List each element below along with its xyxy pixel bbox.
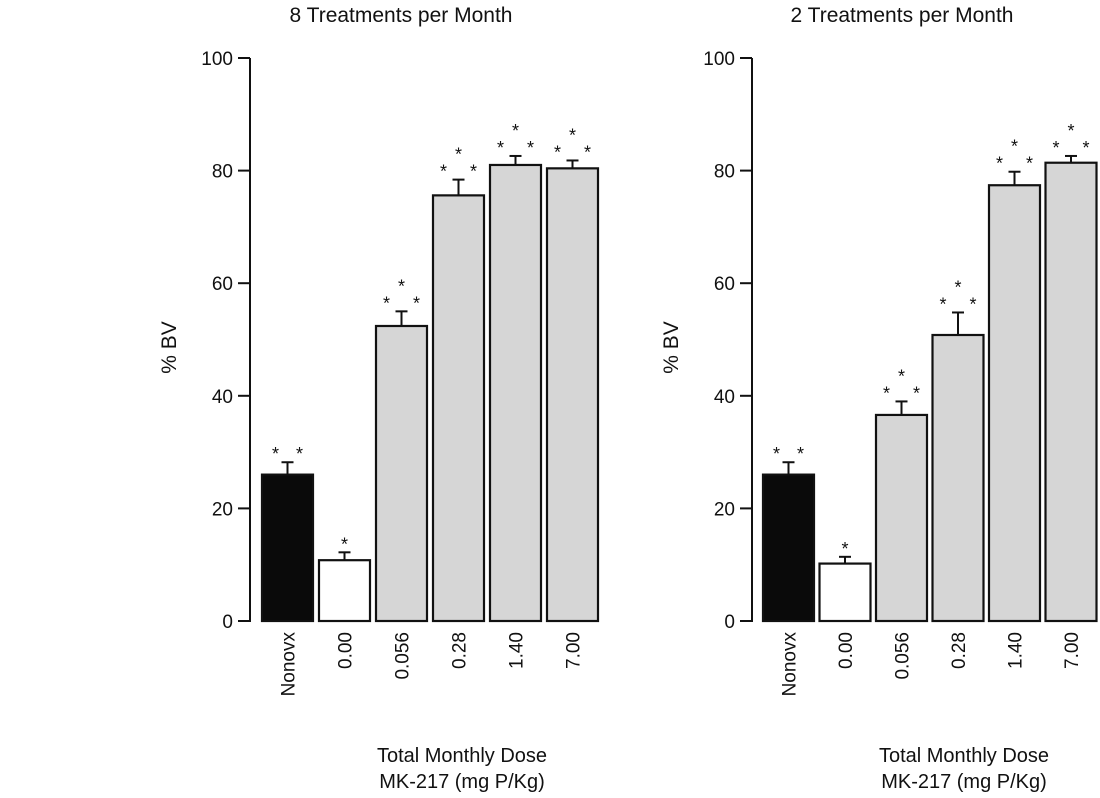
svg-text:*: * <box>584 142 591 162</box>
svg-text:*: * <box>939 294 946 314</box>
svg-text:*: * <box>913 383 920 403</box>
y-tick-label: 20 <box>714 499 735 520</box>
svg-text:*: * <box>969 294 976 314</box>
significance-marker: * <box>841 539 848 559</box>
significance-marker: * <box>341 534 348 554</box>
y-tick-label: 100 <box>201 49 233 70</box>
y-tick-label: 20 <box>212 499 233 520</box>
significance-marker: * * * <box>883 366 920 403</box>
y-tick-label: 40 <box>714 387 735 408</box>
svg-text:*: * <box>569 125 576 145</box>
x-tick-label: 0.00 <box>336 632 357 669</box>
svg-text:*: * <box>1026 154 1033 174</box>
y-tick-label: 40 <box>212 387 233 408</box>
y-tick-label: 0 <box>222 612 233 633</box>
chart-title: 2 Treatments per Month <box>791 4 1014 27</box>
svg-text:*: * <box>898 366 905 386</box>
x-tick-label: 0.00 <box>836 632 857 669</box>
y-tick-label: 0 <box>724 612 735 633</box>
x-tick-label: 0.056 <box>393 632 414 680</box>
x-tick-label: 1.40 <box>507 632 528 669</box>
svg-text:*: * <box>440 162 447 182</box>
x-tick-label: 7.00 <box>1062 632 1083 669</box>
x-tick-label: 7.00 <box>564 632 585 669</box>
significance-marker: * * * <box>440 145 477 182</box>
x-axis-label: Total Monthly Dose <box>879 745 1049 767</box>
svg-text:*: * <box>1052 138 1059 158</box>
svg-text:*: * <box>512 121 519 141</box>
y-tick-label: 60 <box>212 274 233 295</box>
svg-text:*: * <box>341 534 348 554</box>
x-tick-label: 0.28 <box>949 632 970 669</box>
bar-7.00 <box>545 167 600 623</box>
significance-marker: * * * <box>497 121 534 158</box>
bar-0.28 <box>431 194 486 623</box>
y-axis-label: % BV <box>158 321 181 374</box>
svg-text:*: * <box>497 138 504 158</box>
y-tick-label: 80 <box>212 162 233 183</box>
svg-text:*: * <box>296 444 303 464</box>
x-tick-label: 0.056 <box>893 632 914 680</box>
svg-text:*: * <box>413 293 420 313</box>
chart-title: 8 Treatments per Month <box>290 4 513 27</box>
y-tick-label: 60 <box>714 274 735 295</box>
x-axis-label: MK-217 (mg P/Kg) <box>379 771 545 793</box>
x-tick-label: Nonovx <box>780 632 801 697</box>
svg-text:*: * <box>1067 121 1074 141</box>
significance-marker: * * <box>773 444 804 464</box>
bar-7.00 <box>1044 161 1098 623</box>
svg-text:*: * <box>455 145 462 165</box>
svg-text:*: * <box>954 277 961 297</box>
x-axis-label: Total Monthly Dose <box>377 745 547 767</box>
svg-text:*: * <box>470 162 477 182</box>
bar-0.00 <box>818 562 872 623</box>
svg-text:*: * <box>527 138 534 158</box>
significance-marker: * * * <box>554 125 591 162</box>
significance-marker: * * * <box>383 276 420 313</box>
svg-text:*: * <box>383 293 390 313</box>
x-tick-label: Nonovx <box>279 632 300 697</box>
bar-0.00 <box>317 559 372 623</box>
svg-text:*: * <box>773 444 780 464</box>
svg-text:*: * <box>1082 138 1089 158</box>
svg-text:*: * <box>996 154 1003 174</box>
y-axis-label: % BV <box>660 321 683 374</box>
svg-text:*: * <box>883 383 890 403</box>
significance-marker: * * * <box>996 137 1033 174</box>
bar-Nonovx <box>260 473 315 623</box>
svg-text:*: * <box>272 444 279 464</box>
svg-text:*: * <box>1011 137 1018 157</box>
y-tick-label: 100 <box>703 49 735 70</box>
bar-Nonovx <box>761 473 816 623</box>
x-tick-label: 0.28 <box>450 632 471 669</box>
svg-text:*: * <box>797 444 804 464</box>
significance-marker: * * * <box>1052 121 1089 158</box>
significance-marker: * * <box>272 444 303 464</box>
bar-0.056 <box>874 413 929 623</box>
y-tick-label: 80 <box>714 162 735 183</box>
bar-0.056 <box>374 324 429 623</box>
significance-marker: * * * <box>939 277 976 314</box>
svg-text:*: * <box>841 539 848 559</box>
svg-text:*: * <box>398 276 405 296</box>
x-axis-label: MK-217 (mg P/Kg) <box>881 771 1047 793</box>
svg-text:*: * <box>554 142 561 162</box>
bar-0.28 <box>931 333 985 623</box>
x-tick-label: 1.40 <box>1006 632 1027 669</box>
bar-1.40 <box>987 184 1042 623</box>
bar-1.40 <box>488 163 543 623</box>
